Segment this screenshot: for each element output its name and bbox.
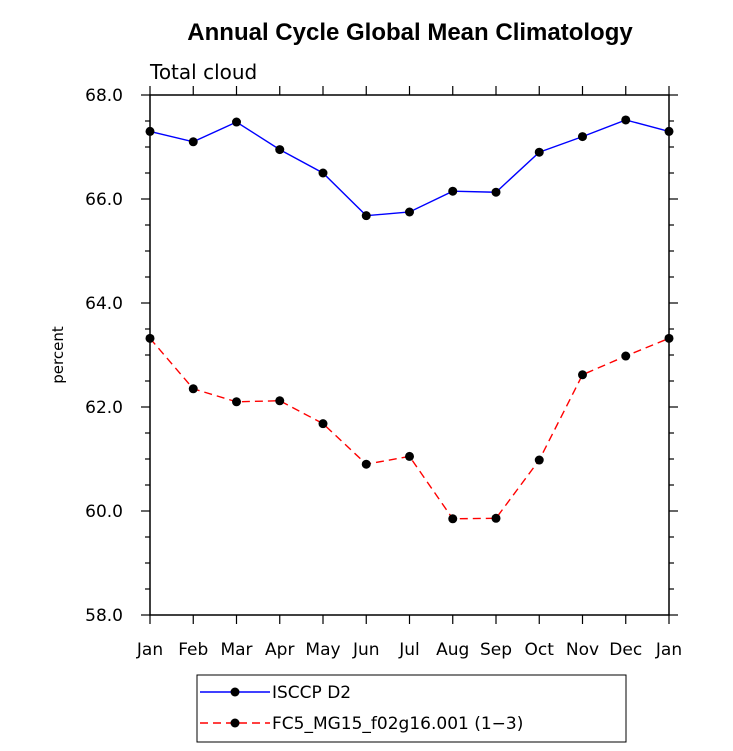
legend-marker-0 <box>230 687 240 697</box>
chart-subtitle: Total cloud <box>149 60 257 84</box>
series-0-point <box>448 186 458 196</box>
legend-label-1: FC5_MG15_f02g16.001 (1−3) <box>272 714 523 734</box>
x-tick-labels: Jan Feb Mar Apr May Jun Jul Aug Sep Oct Nov Dec Jan <box>136 640 682 660</box>
series-1-point <box>361 459 371 469</box>
series-1-point <box>621 351 631 361</box>
plot-frame <box>149 94 670 616</box>
series-1-point <box>578 370 587 380</box>
series-1-point <box>405 451 414 461</box>
series-0-point <box>664 126 674 136</box>
series-layer <box>145 115 674 524</box>
x-tick-label: Oct <box>525 640 555 660</box>
x-tick-label: Jan <box>655 640 682 660</box>
y-tick-labels: 58.0 60.0 62.0 64.0 66.0 68.0 <box>85 86 123 626</box>
series-1-point <box>534 455 544 465</box>
chart-title: Annual Cycle Global Mean Climatology <box>187 19 633 46</box>
y-tick-label: 68.0 <box>85 86 123 106</box>
legend-label-0: ISCCP D2 <box>272 683 351 703</box>
x-tick-label: Aug <box>436 640 469 660</box>
series-1-point <box>188 384 198 394</box>
x-tick-label: Sep <box>480 640 512 660</box>
y-tick-label: 62.0 <box>85 398 123 418</box>
y-tick-label: 58.0 <box>85 606 123 626</box>
axis-ticks <box>141 86 678 624</box>
series-1-point <box>232 397 241 407</box>
series-0-point <box>578 132 587 142</box>
series-line-1 <box>149 337 670 520</box>
legend-marker-1 <box>230 718 240 728</box>
legend: ISCCP D2 FC5_MG15_f02g16.001 (1−3) <box>196 674 627 743</box>
series-0-point <box>188 137 198 147</box>
x-tick-label: Nov <box>566 640 599 660</box>
x-tick-label: Jul <box>398 640 420 660</box>
series-0-point <box>275 145 285 155</box>
x-tick-label: Dec <box>609 640 642 660</box>
series-1-point <box>318 419 328 429</box>
x-tick-label: Jan <box>136 640 163 660</box>
series-0-point <box>361 211 371 221</box>
x-tick-label: Apr <box>265 640 294 660</box>
series-0-point <box>534 147 544 157</box>
series-1-point <box>145 333 155 343</box>
series-1-point <box>275 396 285 406</box>
series-0-point <box>232 117 241 127</box>
series-0-point <box>621 115 631 125</box>
series-0-point <box>145 126 155 136</box>
x-tick-label: Mar <box>220 640 252 660</box>
y-tick-label: 60.0 <box>85 502 123 522</box>
series-0-point <box>318 168 328 178</box>
x-tick-label: Jun <box>352 640 380 660</box>
series-line-0 <box>149 119 670 217</box>
series-1-point <box>664 333 674 343</box>
series-0-point <box>491 187 501 197</box>
series-0-point <box>405 207 414 217</box>
series-1-point <box>491 513 501 523</box>
x-tick-label: Feb <box>178 640 208 660</box>
y-axis-label: percent <box>49 326 67 384</box>
series-1-point <box>448 514 458 524</box>
legend-box <box>196 674 627 743</box>
y-tick-label: 66.0 <box>85 190 123 210</box>
x-tick-label: May <box>305 640 340 660</box>
y-tick-label: 64.0 <box>85 294 123 314</box>
